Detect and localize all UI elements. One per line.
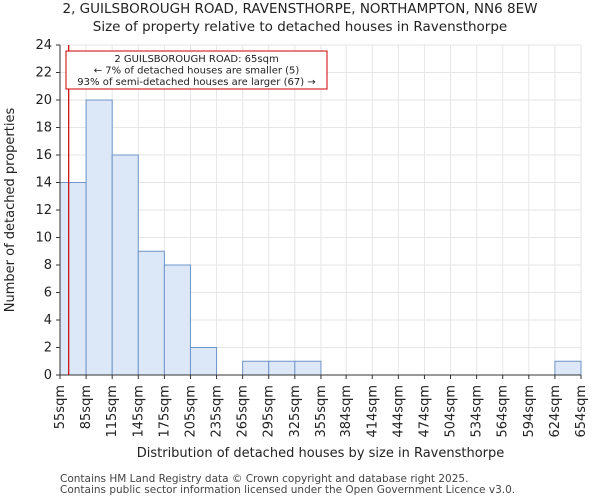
histogram-bar-295sqm <box>268 360 296 376</box>
histogram-bar-85sqm <box>85 99 113 376</box>
x-tick-label: 444sqm <box>391 385 406 438</box>
x-tick-label: 564sqm <box>496 385 511 438</box>
x-tick-label: 175sqm <box>157 385 172 438</box>
x-tick-label: 534sqm <box>470 385 485 438</box>
y-axis-label: Number of detached properties <box>3 108 18 313</box>
x-tick-label: 295sqm <box>262 385 277 438</box>
y-tick-label: 4 <box>44 313 52 328</box>
y-tick-label: 20 <box>35 93 52 108</box>
y-tick-label: 14 <box>35 176 52 191</box>
attribution-line-2: Contains public sector information licen… <box>60 484 516 496</box>
y-tick-label: 8 <box>44 258 52 273</box>
x-tick-label: 594sqm <box>522 385 537 438</box>
chart-title-line-2: Size of property relative to detached ho… <box>92 19 508 35</box>
x-tick-label: 115sqm <box>105 385 120 438</box>
annotation-line-2: ← 7% of detached houses are smaller (5) <box>94 66 300 77</box>
x-tick-label: 624sqm <box>548 385 563 438</box>
histogram-bar-205sqm <box>189 347 218 376</box>
x-tick-label: 235sqm <box>210 385 225 438</box>
y-tick-label: 24 <box>35 38 52 53</box>
x-tick-label: 654sqm <box>574 385 589 438</box>
annotation-line-3: 93% of semi-detached houses are larger (… <box>77 77 315 88</box>
x-tick-label: 414sqm <box>365 385 380 438</box>
x-tick-label: 205sqm <box>183 385 198 438</box>
y-tick-label: 22 <box>35 66 52 81</box>
y-tick-label: 18 <box>35 121 52 136</box>
histogram-bar-115sqm <box>111 154 139 376</box>
y-tick-label: 10 <box>35 231 52 246</box>
x-tick-label: 265sqm <box>236 385 251 438</box>
y-tick-label: 0 <box>44 368 52 383</box>
y-tick-label: 12 <box>35 203 52 218</box>
attribution-line-1: Contains HM Land Registry data © Crown c… <box>60 473 469 485</box>
x-tick-label: 474sqm <box>417 385 432 438</box>
histogram-bar-624sqm <box>554 360 582 376</box>
x-tick-label: 145sqm <box>131 385 146 438</box>
chart-title-line-1: 2, GUILSBOROUGH ROAD, RAVENSTHORPE, NORT… <box>62 1 538 17</box>
histogram-bar-145sqm <box>137 250 165 376</box>
x-axis-label: Distribution of detached houses by size … <box>137 446 505 461</box>
x-tick-label: 504sqm <box>444 385 459 438</box>
x-tick-label: 355sqm <box>314 385 329 438</box>
y-tick-label: 6 <box>44 286 52 301</box>
histogram-bar-265sqm <box>242 360 270 376</box>
x-tick-label: 325sqm <box>288 385 303 438</box>
x-tick-label: 384sqm <box>339 385 354 438</box>
annotation-box <box>65 50 328 90</box>
annotation-line-1: 2 GUILSBOROUGH ROAD: 65sqm <box>114 54 278 65</box>
y-tick-label: 16 <box>35 148 52 163</box>
histogram-bar-325sqm <box>294 360 322 376</box>
x-tick-label: 85sqm <box>79 385 94 429</box>
histogram-bar-175sqm <box>163 264 191 376</box>
y-tick-label: 2 <box>44 341 52 356</box>
x-tick-label: 55sqm <box>53 385 68 429</box>
histogram-bar-55sqm <box>59 182 87 376</box>
